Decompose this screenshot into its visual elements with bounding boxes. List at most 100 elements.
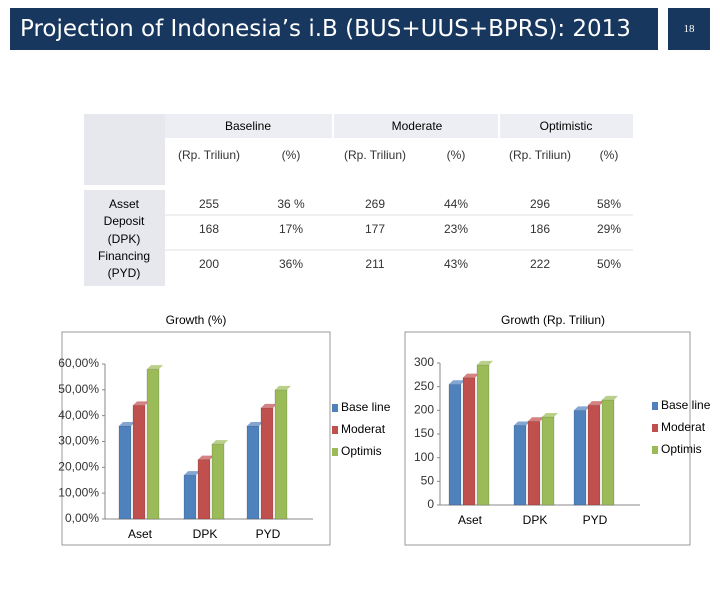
y-tick-label: 100 (414, 450, 434, 464)
table-cell: 29% (597, 222, 621, 236)
bar (527, 420, 541, 506)
row-label: Deposit (DPK) (104, 214, 145, 246)
scenario-header: Optimistic (540, 119, 593, 133)
content: Baseline Moderate Optimistic (Rp. Triliun) (… (58, 114, 711, 546)
bar-top (184, 471, 200, 476)
y-tick-label: 60,00% (58, 356, 99, 370)
y-tick-label: 20,00% (58, 460, 99, 474)
table-cell: 200 (199, 257, 219, 271)
bar-top (275, 385, 291, 390)
bar (197, 459, 211, 520)
legend-label: Moderat (341, 422, 386, 436)
x-tick-label: PYD (583, 513, 608, 527)
scenario-cell (334, 114, 498, 138)
table-cell: 255 (199, 197, 219, 211)
table-cell: 44% (444, 197, 468, 211)
table-cell: 17% (279, 222, 303, 236)
y-tick-label: 0 (427, 497, 434, 511)
legend-label: Base line (341, 400, 391, 414)
y-tick-label: 30,00% (58, 434, 99, 448)
table-cell: 168 (199, 222, 219, 236)
bar-top (119, 422, 135, 426)
y-tick-label: 50,00% (58, 382, 99, 396)
bar (274, 389, 288, 520)
x-tick-label: PYD (256, 527, 281, 541)
bar-top (247, 422, 263, 426)
bar (183, 474, 197, 520)
y-tick-label: 50 (421, 474, 435, 488)
bar (601, 399, 615, 506)
table-cell: 58% (597, 197, 621, 211)
bar (462, 377, 476, 506)
legend-label: Optimis (661, 442, 702, 456)
legend-swatch (332, 448, 338, 456)
bar-top (449, 380, 465, 385)
bar (476, 364, 490, 506)
y-tick-label: 300 (414, 355, 434, 369)
bar (211, 443, 225, 520)
bar-top (602, 395, 618, 400)
legend-swatch (652, 424, 658, 432)
scenario-cell (165, 114, 332, 138)
table-cell: 36% (279, 257, 303, 271)
bar (448, 383, 462, 506)
bar (260, 407, 274, 520)
y-tick-label: 40,00% (58, 408, 99, 422)
bar-top (588, 401, 604, 406)
x-tick-label: DPK (523, 513, 548, 527)
table-cell: 50% (597, 257, 621, 271)
slide-title: Projection of Indonesia’s i.B (BUS+UUS+B… (10, 8, 658, 50)
table-cell: 177 (365, 222, 385, 236)
bar-top (528, 417, 544, 422)
bar (513, 424, 527, 506)
table-cell: 222 (530, 257, 550, 271)
row-label-cell (84, 190, 165, 286)
row-label: Financing (PYD) (98, 249, 150, 280)
bar (118, 425, 132, 520)
legend-swatch (332, 426, 338, 434)
column-header: (Rp. Triliun) (178, 148, 240, 162)
bar-top (212, 440, 228, 445)
chart-title: Growth (Rp. Triliun) (501, 313, 605, 327)
bar (246, 425, 260, 520)
legend-label: Base line (661, 398, 711, 412)
column-header: (%) (600, 148, 619, 162)
column-header: (Rp. Triliun) (344, 148, 406, 162)
table-cell: 296 (530, 197, 550, 211)
table-cell: 36 % (277, 197, 305, 211)
bar-top (147, 365, 163, 370)
bar-top (574, 406, 590, 411)
legend-label: Optimis (341, 444, 382, 458)
bar (573, 409, 587, 506)
column-header: (Rp. Triliun) (509, 148, 571, 162)
chart-title: Growth (%) (166, 313, 227, 327)
bar (146, 368, 160, 520)
column-header: (%) (282, 148, 301, 162)
scenario-header: Baseline (225, 119, 271, 133)
bar-top (198, 455, 214, 460)
scenario-cell (500, 114, 633, 138)
bar-top (463, 373, 479, 378)
table-cell: 23% (444, 222, 468, 236)
y-tick-label: 10,00% (58, 485, 99, 499)
y-tick-label: 0,00% (65, 511, 99, 525)
table-cell: 211 (365, 257, 384, 271)
bar (541, 416, 555, 506)
bar-top (133, 401, 149, 406)
table-cell: 269 (365, 197, 385, 211)
legend-label: Moderat (661, 420, 706, 434)
legend-swatch (332, 404, 338, 412)
table-cell: 186 (530, 222, 550, 236)
bar-top (542, 412, 558, 417)
legend-swatch (652, 402, 658, 410)
y-tick-label: 250 (414, 379, 434, 393)
slide-number: 18 (668, 8, 710, 50)
y-tick-label: 150 (414, 426, 434, 440)
x-tick-label: Aset (458, 513, 483, 527)
bar (587, 404, 601, 506)
column-header: (%) (447, 148, 466, 162)
bar-top (261, 403, 277, 408)
row-label: Asset (109, 197, 140, 211)
table-corner (84, 114, 165, 185)
legend-swatch (652, 446, 658, 454)
